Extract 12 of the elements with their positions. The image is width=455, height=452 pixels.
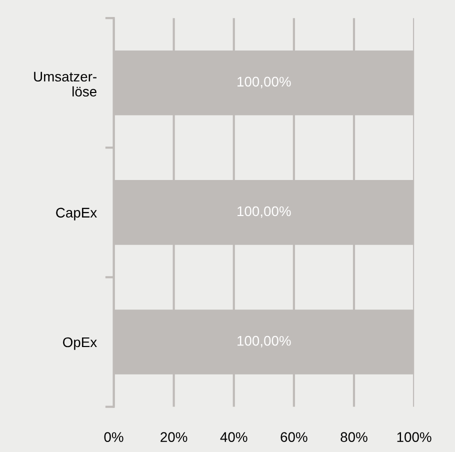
y-tick-label: OpEx [63, 337, 97, 350]
x-tick-label: 40% [220, 432, 248, 442]
data-label: 100,00% [238, 76, 291, 88]
y-tick-label: Umsatzer- löse [34, 72, 96, 97]
x-tick-label: 0% [104, 432, 124, 442]
y-tick-label: CapEx [56, 208, 97, 220]
x-tick-label: 80% [340, 432, 368, 442]
data-label: 100,00% [238, 206, 291, 218]
x-tick-label: 60% [280, 432, 308, 442]
data-label: 100,00% [238, 336, 291, 348]
x-tick-label: 100% [397, 432, 432, 442]
x-tick-label: 20% [160, 432, 188, 442]
